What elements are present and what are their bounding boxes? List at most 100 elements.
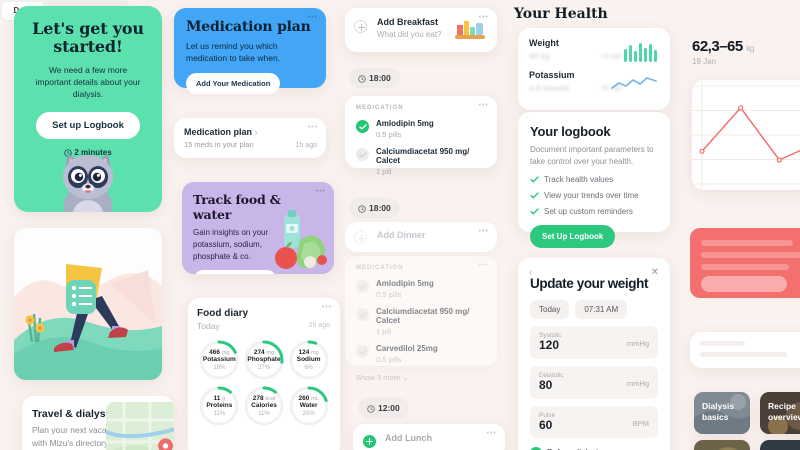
medication-dose: 1 pill xyxy=(376,327,392,336)
add-breakfast-card[interactable]: ••• Add Breakfast What did you eat? xyxy=(345,8,497,52)
nutrient-value: 274 mg xyxy=(253,349,275,357)
medication-section-label: MEDICATION xyxy=(356,105,404,111)
field-value[interactable]: 80 xyxy=(539,377,553,392)
weight-bar-sparkline-icon xyxy=(624,43,657,62)
nutrient-ring[interactable]: 260 mL Water 20% xyxy=(287,384,331,428)
content-tile-therapy[interactable]: Therapy xyxy=(760,440,800,450)
add-plus-icon[interactable] xyxy=(363,435,376,448)
logbook-card: Your logbook Document important paramete… xyxy=(518,112,670,248)
unchecked-icon[interactable] xyxy=(356,280,369,293)
medication-card-evening: ••• MEDICATION Amlodipin 5mg 0.5 pills Cal… xyxy=(345,256,497,382)
show-more-button[interactable]: Show 3 more ⌄ xyxy=(356,373,486,382)
tile-caption: Recipe overview xyxy=(768,401,800,423)
unchecked-icon[interactable] xyxy=(356,308,369,321)
setup-food-diary-button[interactable]: Set up Food Diary xyxy=(193,270,278,274)
nutrient-unit: g xyxy=(222,396,226,403)
logbook-feature-label: Track health values xyxy=(544,175,614,184)
more-dots-icon[interactable]: ••• xyxy=(478,262,489,269)
nutrient-ring[interactable]: 466 mg Potassium 18% xyxy=(197,338,241,382)
content-tile-dialysis-basics[interactable]: Dialysis basics xyxy=(694,392,750,434)
vital-field-pulse[interactable]: Pulse 60 BPM xyxy=(530,405,658,439)
logbook-feature-list: Track health values View your trends over… xyxy=(530,175,658,216)
more-dots-icon[interactable]: ••• xyxy=(478,102,489,109)
vital-value: 65 kg xyxy=(529,51,550,61)
nutrient-ring[interactable]: 124 mg Sodium 6% xyxy=(287,338,331,382)
field-value[interactable]: 60 xyxy=(539,417,553,432)
more-dots-icon[interactable]: ••• xyxy=(307,14,318,21)
skeleton-line xyxy=(701,240,794,246)
medication-item[interactable]: Carvedilol 25mg 0.5 pills xyxy=(356,344,486,364)
medication-row-subtitle: 15 meds in your plan xyxy=(184,140,254,149)
unchecked-icon[interactable] xyxy=(356,345,369,358)
field-unit: mmHg xyxy=(626,339,649,348)
add-lunch-card[interactable]: ••• Add Lunch xyxy=(353,424,505,450)
food-diary-subtitle: Today xyxy=(197,321,220,331)
back-chevron-icon[interactable]: ‹ xyxy=(529,267,532,277)
vital-value: 4,6 mmol/L xyxy=(529,83,572,93)
logbook-feature: View your trends over time xyxy=(530,191,658,200)
onboarding-body: We need a few more important details abo… xyxy=(35,64,141,100)
more-dots-icon[interactable]: ••• xyxy=(315,188,326,195)
time-chip[interactable]: 07:31 AM xyxy=(575,300,628,319)
before-dialysis-toggle[interactable]: Before dialysis xyxy=(530,447,658,450)
progress-ring-icon xyxy=(199,340,239,380)
skeleton-line xyxy=(700,352,788,357)
nutrient-unit: mg xyxy=(266,350,275,357)
date-chip[interactable]: Today xyxy=(530,300,570,319)
content-tile-recipe-overview[interactable]: Recipe overview xyxy=(760,392,800,434)
more-dots-icon[interactable]: ••• xyxy=(307,124,318,131)
content-tile-nutrition-basics[interactable]: Nutrition basics xyxy=(694,440,750,450)
medication-item[interactable]: Calciumdiacetat 950 mg/ Calcet 1 pill xyxy=(356,147,486,176)
add-your-medication-button[interactable]: Add Your Medication xyxy=(186,72,281,94)
medication-item[interactable]: Calciumdiacetat 950 mg/ Calcet 1 pill xyxy=(356,307,486,336)
add-dinner-card[interactable]: ••• Add Dinner xyxy=(345,222,497,252)
weight-range-readout: 62,3–65 kg 19 Jan xyxy=(692,38,754,66)
setup-logbook-button[interactable]: Set Up Logbook xyxy=(530,225,616,248)
nutrient-ring[interactable]: 11 g Proteins 11% xyxy=(197,384,241,428)
time-label: 12:00 xyxy=(378,403,400,413)
vital-input-fields: Systolic 120 mmHg Diastolic 80 mmHg Pulse 60 BPM xyxy=(530,326,658,439)
skeleton-button[interactable] xyxy=(701,276,787,292)
add-circle-icon[interactable] xyxy=(354,231,367,244)
vital-row-potassium[interactable]: Potassium 4,6 mmol/L 3d ago xyxy=(529,70,659,102)
nutrient-ring[interactable]: 274 mg Phosphate 27% xyxy=(242,338,286,382)
datetime-chip-row: Today 07:31 AM xyxy=(530,300,658,319)
medication-name: Amlodipin 5mg xyxy=(376,119,434,128)
clock-icon xyxy=(358,205,366,213)
field-unit: BPM xyxy=(632,418,649,428)
food-diary-title: Food diary xyxy=(197,308,249,319)
progress-ring-icon xyxy=(244,340,284,380)
medication-item[interactable]: Amlodipin 5mg 0.5 pills xyxy=(356,279,486,299)
show-more-label: Show 3 more xyxy=(356,373,401,382)
nutrient-name: Proteins xyxy=(206,402,233,410)
close-icon[interactable]: ✕ xyxy=(650,267,659,278)
nutrient-ring[interactable]: 278 kcal Calories 11% xyxy=(242,384,286,428)
more-dots-icon[interactable]: ••• xyxy=(478,228,489,235)
tile-caption: Dialysis basics xyxy=(702,401,735,423)
vital-field-diastolic[interactable]: Diastolic 80 mmHg xyxy=(530,365,658,399)
medication-dose: 0.5 pills xyxy=(376,130,402,139)
medication-list: Amlodipin 5mg 0.5 pills Calciumdiacetat 95… xyxy=(356,119,486,176)
setup-logbook-button[interactable]: Set up Logbook xyxy=(36,111,140,139)
add-circle-icon[interactable] xyxy=(354,20,367,33)
travel-dialysis-card[interactable]: Travel & dialysis Plan your next vacatio… xyxy=(22,396,174,450)
nutrient-unit: mg xyxy=(221,350,230,357)
more-dots-icon[interactable]: ••• xyxy=(478,14,489,21)
vital-field-systolic[interactable]: Systolic 120 mmHg xyxy=(530,326,658,359)
medication-plan-row[interactable]: ••• Medication plan › 15 meds in your pl… xyxy=(174,118,326,158)
vital-row-weight[interactable]: Weight 65 kg 1d ago xyxy=(529,38,659,70)
more-dots-icon[interactable]: ••• xyxy=(321,304,332,311)
add-breakfast-subtitle: What did you eat? xyxy=(377,30,442,39)
medication-list: Amlodipin 5mg 0.5 pills Calciumdiacetat 95… xyxy=(356,279,486,364)
map-thumbnail xyxy=(106,402,174,450)
unchecked-icon[interactable] xyxy=(356,148,369,161)
promo-placeholder-card[interactable] xyxy=(690,228,800,298)
medication-section-label: MEDICATION xyxy=(356,265,404,271)
medication-item[interactable]: Amlodipin 5mg 0.5 pills xyxy=(356,119,486,139)
weight-range-number: 62,3–65 xyxy=(692,38,743,55)
checked-icon[interactable] xyxy=(356,120,369,133)
medication-name: Carvedilol 25mg xyxy=(376,344,438,353)
field-value[interactable]: 120 xyxy=(539,338,560,352)
more-dots-icon[interactable]: ••• xyxy=(486,430,497,437)
